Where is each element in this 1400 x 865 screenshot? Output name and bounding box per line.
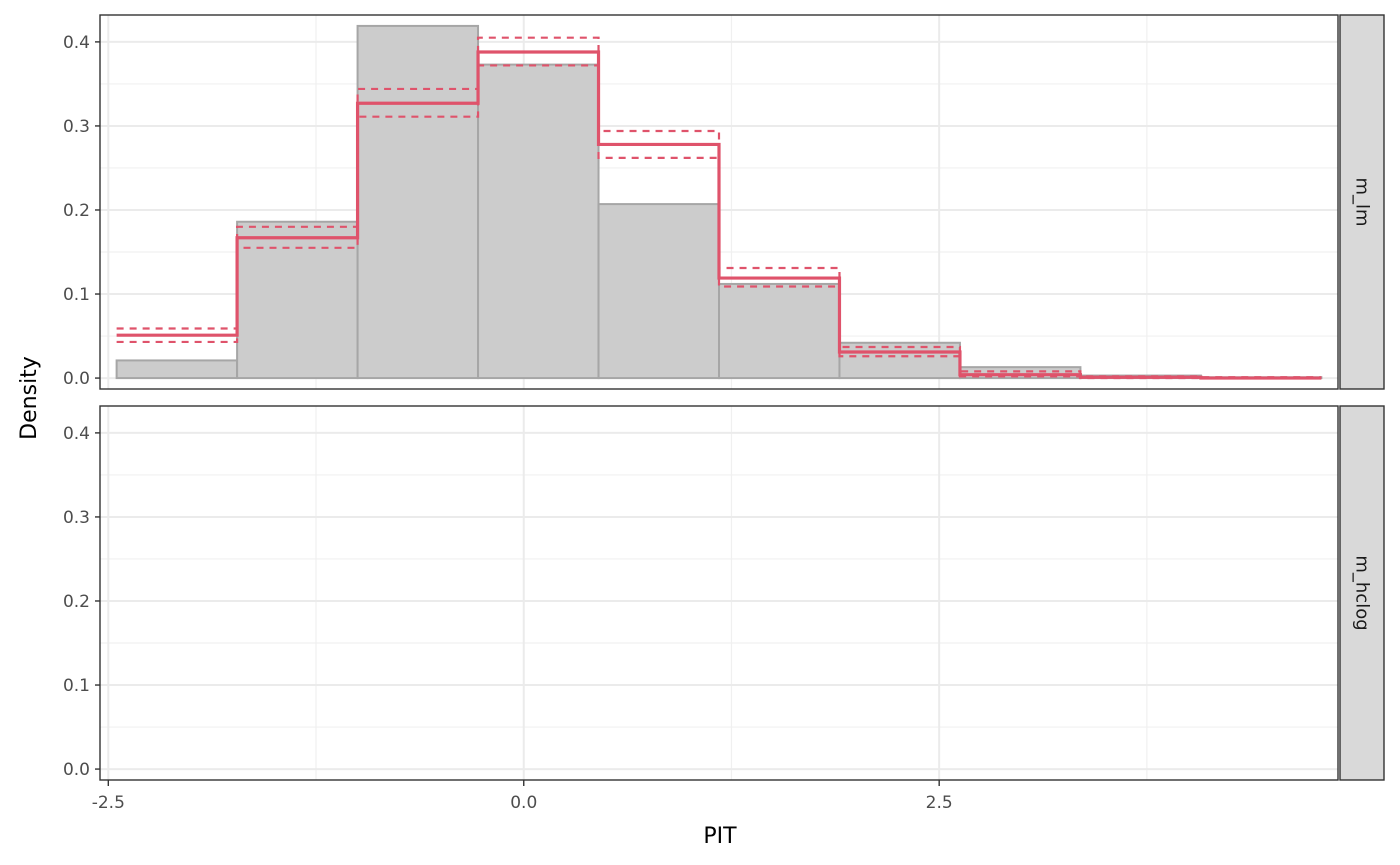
x-tick-label: 2.5 xyxy=(926,793,953,813)
grid-lines xyxy=(100,406,1338,780)
histogram-bar xyxy=(838,341,961,380)
histogram-bar xyxy=(236,220,359,380)
y-tick-label: 0.0 xyxy=(63,369,90,389)
panel-m_lm: 0.0 0.1 0.2 0.3 0.4 m_lm xyxy=(63,14,1385,390)
facet-strip-label: m_lm xyxy=(1352,177,1373,226)
interval-step-line xyxy=(116,64,1322,380)
x-tick-label: -2.5 xyxy=(92,793,125,813)
panel-background xyxy=(100,406,1338,780)
y-axis: 0.0 0.1 0.2 0.3 0.4 xyxy=(63,33,100,389)
y-tick-label: 0.3 xyxy=(63,508,90,528)
y-axis-title: Density xyxy=(17,356,42,440)
histogram-bars xyxy=(115,24,1323,380)
panel-border xyxy=(99,14,1339,390)
x-tick-label: 0.0 xyxy=(510,793,537,813)
histogram-bar xyxy=(115,359,239,380)
facet-strip-background xyxy=(1339,14,1385,390)
histogram-bar xyxy=(356,24,480,380)
histogram-bar xyxy=(718,282,841,380)
histogram-bar xyxy=(477,63,600,380)
panel-m_hclog: 0.0 0.1 0.2 0.3 0.4 m_hclog xyxy=(63,405,1385,781)
panels-layer: 0.0 0.1 0.2 0.3 0.4 m_lm 0.0 0.1 0.2 0.3 0.4 m_hclo… xyxy=(63,14,1385,781)
x-axis-title: PIT xyxy=(703,824,737,849)
facet-strip: m_lm xyxy=(1339,14,1385,390)
y-tick-label: 0.2 xyxy=(63,592,90,612)
facet-strip: m_hclog xyxy=(1339,405,1385,781)
y-tick-label: 0.0 xyxy=(63,760,90,780)
y-tick-label: 0.4 xyxy=(63,424,90,444)
x-axis: -2.5 0.0 2.5 xyxy=(92,780,953,813)
histogram-bar xyxy=(597,203,721,380)
y-axis: 0.0 0.1 0.2 0.3 0.4 xyxy=(63,424,100,780)
y-tick-label: 0.4 xyxy=(63,33,90,53)
y-tick-label: 0.3 xyxy=(63,117,90,137)
facet-strip-label: m_hclog xyxy=(1352,555,1373,630)
y-tick-label: 0.2 xyxy=(63,201,90,221)
y-tick-label: 0.1 xyxy=(63,676,90,696)
facet-strip-background xyxy=(1339,405,1385,781)
panel-border xyxy=(99,405,1339,781)
y-tick-label: 0.1 xyxy=(63,285,90,305)
